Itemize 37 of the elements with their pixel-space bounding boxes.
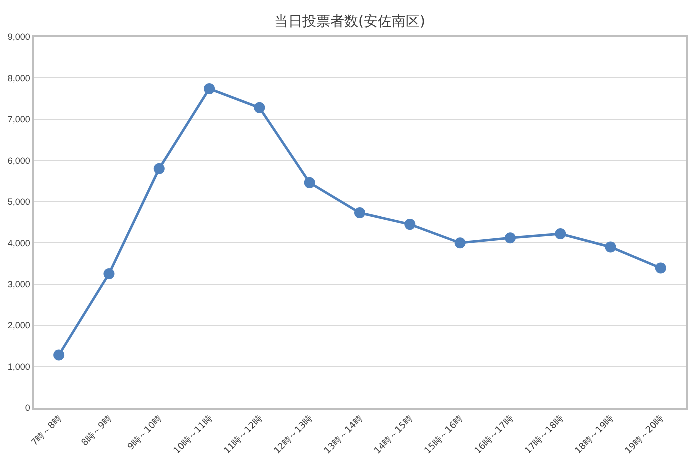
y-tick-label: 0: [25, 403, 30, 414]
x-tick-label: 19時～20時: [623, 414, 666, 457]
x-tick-label: 15時～16時: [422, 414, 466, 457]
y-tick-label: 1,000: [8, 362, 30, 372]
y-tick-label: 3,000: [8, 279, 30, 290]
point: [454, 238, 466, 249]
x-tick-label: 8時～9時: [80, 414, 115, 449]
x-tick-label: 12時～13時: [272, 414, 316, 457]
point: [605, 242, 616, 253]
x-tick-label: 10時～11時: [172, 414, 215, 457]
y-tick-label: 2,000: [8, 320, 30, 331]
point: [354, 208, 366, 219]
y-tick-label: 4,000: [8, 238, 30, 248]
point: [104, 268, 115, 280]
x-tick-label: 14時～15時: [372, 414, 416, 457]
y-tick-label: 8,000: [8, 73, 30, 84]
x-tick-label: 9時～10時: [126, 414, 165, 453]
point: [504, 232, 516, 244]
x-tick-label: 13時～14時: [322, 414, 366, 457]
y-tick-label: 7,000: [8, 114, 30, 125]
x-tick-label: 11時～12時: [222, 414, 265, 457]
y-tick-label: 6,000: [8, 156, 30, 166]
point: [54, 350, 65, 361]
x-tick-label: 7時～8時: [29, 414, 64, 449]
point: [304, 177, 316, 188]
y-tick-label: 9,000: [8, 32, 30, 42]
chart-title: 当日投票者数(安佐南区): [274, 14, 426, 30]
x-tick-label: 16時～17時: [472, 414, 516, 457]
point: [254, 102, 266, 114]
point: [404, 219, 416, 230]
point: [555, 228, 566, 240]
x-tick-label: 18時～19時: [573, 414, 616, 457]
point: [204, 83, 216, 94]
y-tick-label: 5,000: [8, 197, 30, 208]
x-tick-label: 17時～18時: [522, 414, 566, 457]
point: [655, 262, 666, 274]
point: [154, 163, 165, 174]
